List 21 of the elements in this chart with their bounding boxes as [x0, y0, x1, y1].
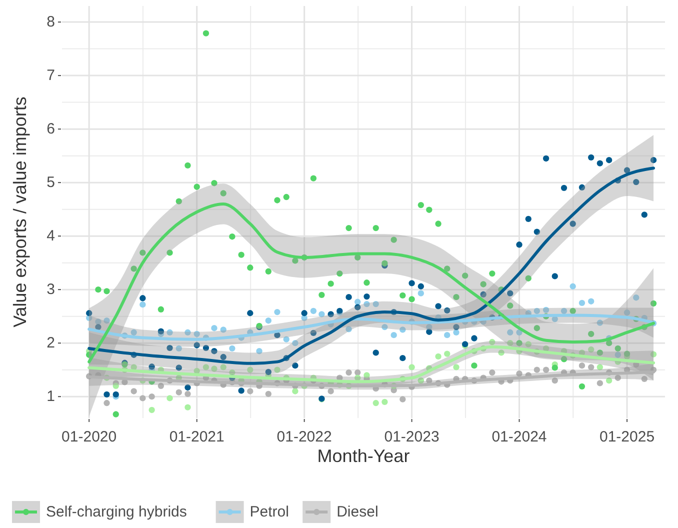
legend-label: Diesel [336, 504, 378, 520]
y-tick-label: 6 [46, 120, 55, 138]
y-tick-label: 4 [46, 228, 55, 245]
x-tick-label: 01-2023 [384, 428, 440, 446]
x-tick-label: 01-2020 [62, 428, 117, 446]
x-axis-title: Month-Year [317, 446, 410, 466]
y-tick-label: 2 [46, 334, 55, 352]
y-tick-label: 5 [46, 174, 55, 192]
y-tick-label: 1 [46, 388, 55, 406]
x-tick-label: 01-2025 [599, 428, 655, 446]
x-tick-label: 01-2021 [169, 428, 224, 446]
legend-label: Self-charging hybrids [46, 504, 187, 520]
x-tick-label: 01-2024 [492, 428, 547, 446]
y-tick-label: 8 [46, 14, 55, 31]
legend-label: Petrol [250, 504, 289, 520]
y-tick-label: 7 [46, 67, 55, 84]
y-axis-title: Value exports / value imports [10, 96, 30, 328]
x-tick-label: 01-2022 [276, 428, 332, 446]
line-series [88, 202, 656, 364]
line-series [88, 166, 656, 365]
y-tick-label: 3 [46, 281, 55, 298]
